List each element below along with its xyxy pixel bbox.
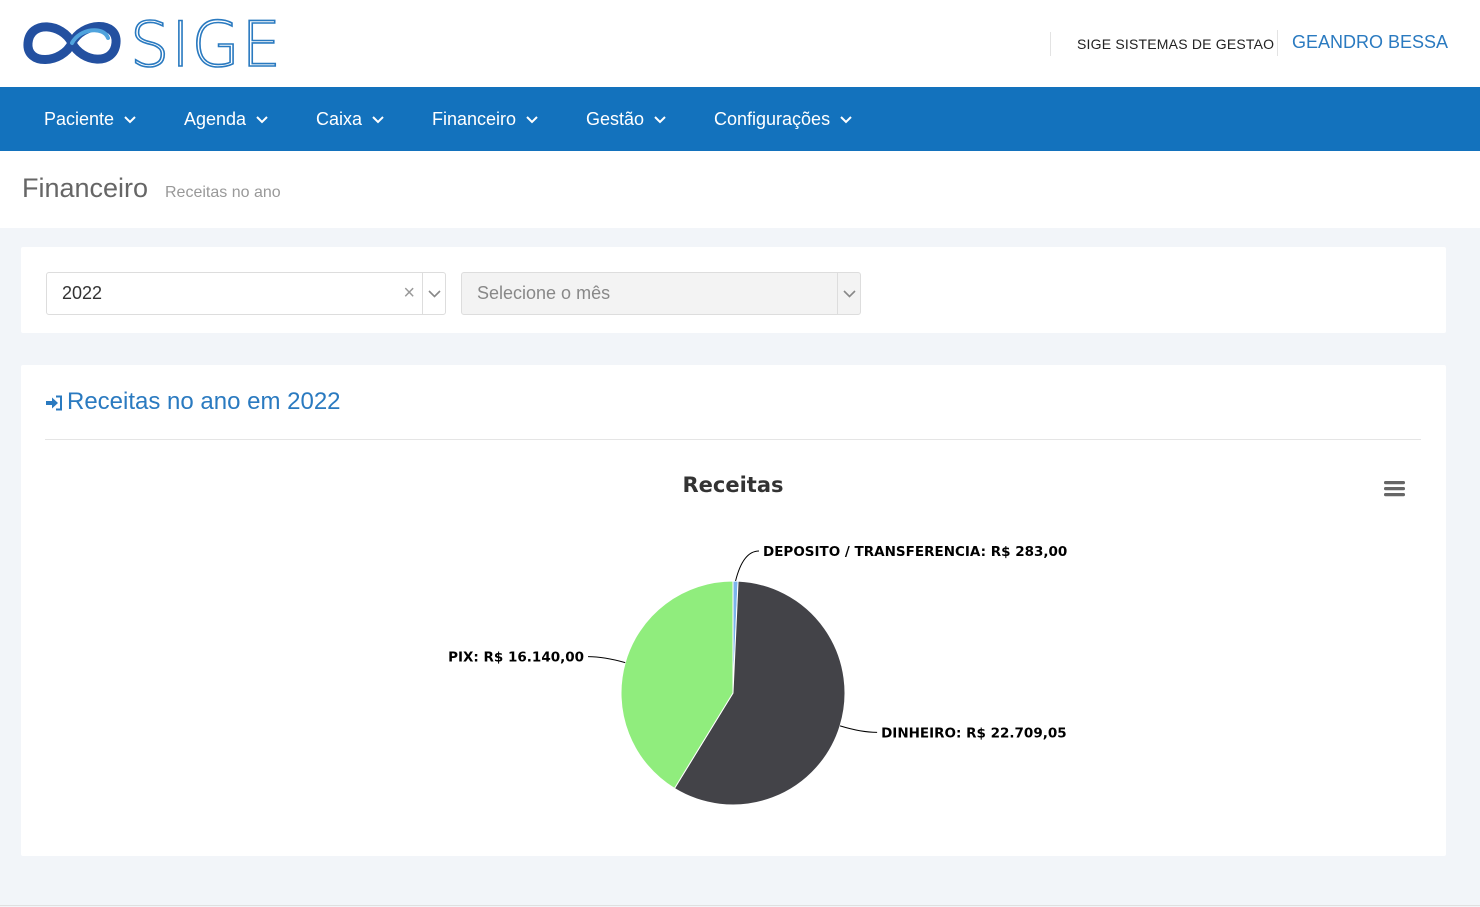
header-divider [1277,30,1278,56]
chart-title: Receitas [682,473,783,497]
top-header: SIGE SIGE SISTEMAS DE GESTAO GEANDRO BES… [0,0,1480,87]
nav-caixa[interactable]: Caixa [316,87,384,151]
page-subtitle: Receitas no ano [165,184,281,201]
pie-data-label: PIX: R$ 16.140,00 [448,650,584,666]
page-header: Financeiro Receitas no ano [0,151,1480,228]
pie-slice-dinheiro[interactable] [673,580,846,806]
chevron-down-icon [124,116,136,124]
pie-data-label: DEPOSITO / TRANSFERENCIA: R$ 283,00 [763,544,1067,560]
month-select[interactable]: Selecione o mês [461,272,861,315]
nav-configuracoes[interactable]: Configurações [714,87,852,151]
card-title: Receitas no ano em 2022 [45,388,341,416]
nav-label: Paciente [44,109,115,129]
main-nav: Paciente Agenda Caixa Financeiro Gestão … [0,87,1480,151]
pie-connector [839,725,878,733]
pie-chart: Receitas DEPOSITO / TRANSFERENCIA: R$ 28… [448,473,1405,806]
year-select-toggle[interactable] [422,273,445,314]
chevron-down-icon [372,116,384,124]
sige-logo[interactable]: SIGE [20,8,290,78]
chart-card: Receitas no ano em 2022 Receitas DEPOSIT… [21,365,1446,856]
nav-label: Financeiro [432,109,517,129]
chevron-down-icon [654,116,666,124]
chevron-down-icon [256,116,268,124]
nav-label: Configurações [714,109,831,129]
nav-label: Caixa [316,109,363,129]
pie-data-label: DINHEIRO: R$ 22.709,05 [881,725,1067,741]
footer-divider [0,905,1480,906]
year-select[interactable]: 2022 × [46,272,446,315]
clear-icon[interactable]: × [403,282,415,304]
month-select-toggle[interactable] [837,273,860,314]
nav-paciente[interactable]: Paciente [44,87,136,151]
month-select-placeholder: Selecione o mês [477,283,611,303]
sign-in-icon [46,395,62,411]
nav-label: Agenda [184,109,247,129]
nav-financeiro[interactable]: Financeiro [432,87,538,151]
chevron-down-icon [840,116,852,124]
hamburger-icon [1384,481,1405,497]
chevron-down-icon [428,290,441,298]
pie-slice-pix[interactable] [620,580,734,790]
pie-connector [735,550,760,582]
company-name: SIGE SISTEMAS DE GESTAO [1050,32,1274,56]
user-menu[interactable]: GEANDRO BESSA [1292,32,1449,52]
logo-text: SIGE [130,8,283,78]
year-select-value: 2022 [62,283,103,303]
nav-agenda[interactable]: Agenda [184,87,268,151]
chevron-down-icon [526,116,538,124]
nav-label: Gestão [586,109,645,129]
card-title-text: Receitas no ano em 2022 [67,388,341,415]
card-divider [45,439,1421,440]
chevron-down-icon [843,290,856,298]
page-title: Financeiro [22,173,149,203]
filter-card: 2022 × Selecione o mês [21,247,1446,333]
nav-gestao[interactable]: Gestão [586,87,666,151]
chart-menu-button[interactable] [1383,480,1405,502]
pie-connector [588,656,626,664]
